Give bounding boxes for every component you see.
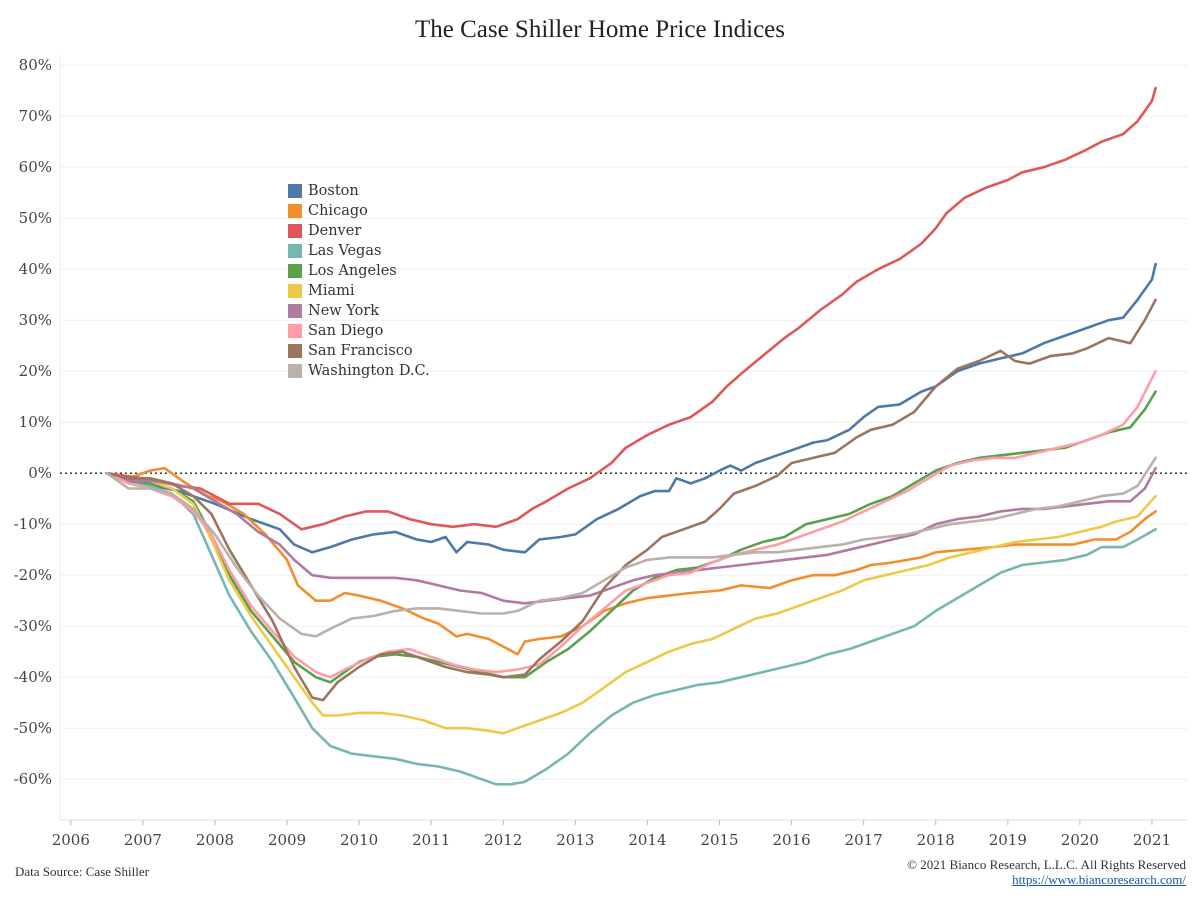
- x-tick-label: 2019: [989, 831, 1027, 849]
- x-tick-label: 2010: [340, 831, 378, 849]
- legend-label: Las Vegas: [308, 243, 382, 259]
- series-layer: [105, 86, 1157, 786]
- legend-label: Boston: [308, 183, 359, 199]
- legend-item-denver: Denver: [288, 221, 430, 241]
- series-line-new-york: [105, 466, 1157, 605]
- series-line-los-angeles: [105, 390, 1157, 684]
- series-line-boston: [105, 262, 1157, 554]
- legend-item-boston: Boston: [288, 181, 430, 201]
- x-tick-label: 2018: [917, 831, 955, 849]
- legend-swatch: [288, 184, 302, 198]
- x-tick-label: 2007: [124, 831, 162, 849]
- legend-swatch: [288, 344, 302, 358]
- x-tick-label: 2014: [628, 831, 666, 849]
- y-tick-label: 60%: [19, 158, 52, 176]
- series-line-san-diego: [105, 369, 1157, 679]
- x-tick-label: 2006: [52, 831, 90, 849]
- x-tick-label: 2011: [412, 831, 450, 849]
- grid-layer: [59, 55, 1188, 821]
- y-tick-label: 10%: [19, 413, 52, 431]
- legend-item-miami: Miami: [288, 281, 430, 301]
- x-tick-label: 2013: [556, 831, 594, 849]
- y-tick-label: 40%: [19, 260, 52, 278]
- legend-label: San Francisco: [308, 343, 413, 359]
- website-link[interactable]: https://www.biancoresearch.com/: [1012, 872, 1186, 887]
- legend-item-new-york: New York: [288, 301, 430, 321]
- series-line-miami: [105, 471, 1157, 735]
- y-axis-ticks: -60% -50% -40% -30% -20% -10% 0% 10% 20% 30% 40% 50…: [14, 56, 52, 788]
- legend-item-washington-d-c: Washington D.C.: [288, 361, 430, 381]
- x-tick-label: 2017: [845, 831, 883, 849]
- y-tick-label: 80%: [19, 56, 52, 74]
- copyright-block: © 2021 Bianco Research, L.L.C. All Right…: [907, 857, 1186, 887]
- legend-item-san-francisco: San Francisco: [288, 341, 430, 361]
- x-tick-label: 2012: [484, 831, 522, 849]
- y-tick-label: 70%: [19, 107, 52, 125]
- legend-swatch: [288, 304, 302, 318]
- y-tick-label: -20%: [14, 566, 52, 584]
- series-line-las-vegas: [105, 471, 1157, 786]
- x-tick-label: 2021: [1133, 831, 1171, 849]
- legend-label: New York: [308, 303, 380, 319]
- series-line-washington-d-c: [105, 456, 1157, 638]
- x-tick-label: 2020: [1061, 831, 1099, 849]
- x-axis-ticks: 2006 2007 2008 2009 2010 2011 2012 2013 2014 2015…: [52, 820, 1171, 849]
- x-tick-label: 2016: [772, 831, 810, 849]
- series-line-san-francisco: [105, 298, 1157, 702]
- y-tick-label: -30%: [14, 617, 52, 635]
- legend-label: San Diego: [308, 323, 384, 339]
- y-tick-label: -40%: [14, 668, 52, 686]
- y-tick-label: -10%: [14, 515, 52, 533]
- legend-swatch: [288, 264, 302, 278]
- legend-label: Miami: [308, 283, 355, 299]
- series-line-denver: [105, 86, 1157, 531]
- y-tick-label: 30%: [19, 311, 52, 329]
- x-tick-label: 2015: [700, 831, 738, 849]
- x-tick-label: 2009: [268, 831, 306, 849]
- legend-item-los-angeles: Los Angeles: [288, 261, 430, 281]
- legend-item-san-diego: San Diego: [288, 321, 430, 341]
- legend: Boston Chicago Denver Las Vegas Los Angeles M…: [288, 181, 430, 381]
- legend-swatch: [288, 224, 302, 238]
- x-tick-label: 2008: [196, 831, 234, 849]
- copyright-text: © 2021 Bianco Research, L.L.C. All Right…: [907, 857, 1186, 872]
- legend-label: Chicago: [308, 203, 368, 219]
- legend-label: Denver: [308, 223, 362, 239]
- y-tick-label: -50%: [14, 719, 52, 737]
- legend-swatch: [288, 204, 302, 218]
- y-tick-label: 20%: [19, 362, 52, 380]
- y-tick-label: 50%: [19, 209, 52, 227]
- legend-swatch: [288, 284, 302, 298]
- chart-title: The Case Shiller Home Price Indices: [414, 16, 786, 43]
- data-source-note: Data Source: Case Shiller: [15, 864, 149, 879]
- y-tick-label: -60%: [14, 770, 52, 788]
- legend-swatch: [288, 324, 302, 338]
- legend-item-chicago: Chicago: [288, 201, 430, 221]
- legend-swatch: [288, 244, 302, 258]
- legend-item-las-vegas: Las Vegas: [288, 241, 430, 261]
- legend-label: Washington D.C.: [308, 363, 430, 379]
- y-tick-label: 0%: [28, 464, 52, 482]
- legend-swatch: [288, 364, 302, 378]
- legend-label: Los Angeles: [308, 263, 397, 279]
